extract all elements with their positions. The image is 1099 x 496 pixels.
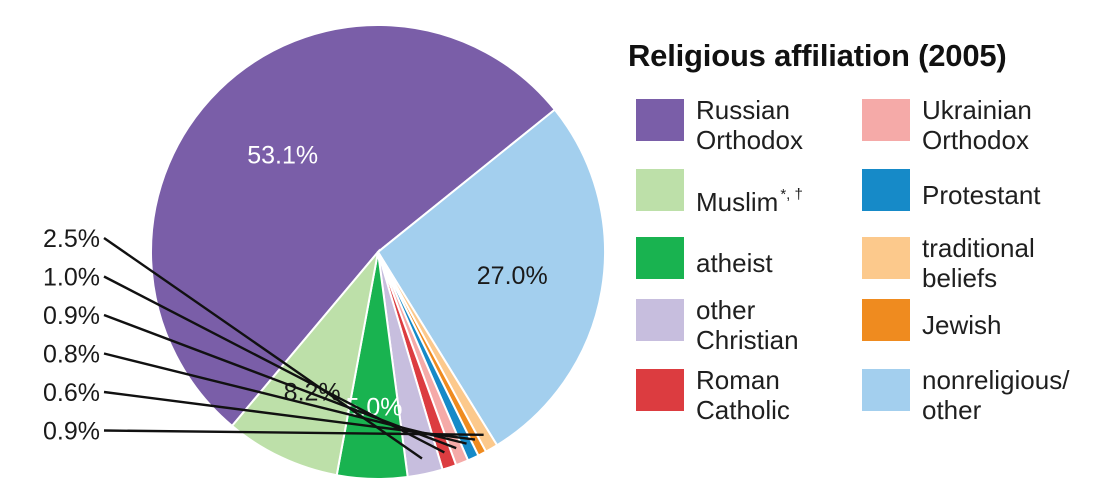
legend-swatch	[862, 99, 910, 141]
legend-item-atheist: atheist	[636, 233, 856, 279]
legend-item-roman-catholic: Roman Catholic	[636, 365, 856, 425]
legend-swatch	[636, 299, 684, 341]
legend-label: Protestant	[922, 180, 1041, 210]
legend-label: Muslim *, †	[696, 186, 803, 217]
pie-slice-nonreligious-other	[376, 108, 606, 447]
leader-line-jewish	[103, 390, 476, 441]
legend-label: other Christian	[696, 295, 799, 355]
leader-line-protestant	[103, 352, 467, 445]
data-label-roman-catholic: 1.0%	[43, 264, 100, 292]
data-label-nonreligious-other: 27.0%	[477, 262, 548, 290]
legend-item-protestant: Protestant	[862, 165, 1082, 211]
legend-label: atheist	[696, 248, 773, 278]
legend-item-nonreligious-other: nonreligious/other	[862, 365, 1082, 425]
legend-label: Jewish	[922, 310, 1002, 340]
pie-slice-muslim	[230, 248, 380, 477]
legend-label: nonreligious/other	[922, 365, 1070, 425]
legend-swatch	[862, 299, 910, 341]
data-label-russian-orthodox: 53.1%	[247, 142, 318, 170]
legend-footnote-marker: *, †	[780, 186, 803, 203]
legend-swatch	[862, 237, 910, 279]
leader-line-traditional-beliefs	[103, 429, 484, 436]
legend-swatch	[862, 369, 910, 411]
legend-swatch	[636, 237, 684, 279]
legend-swatch	[636, 169, 684, 211]
legend-item-russian-orthodox: Russian Orthodox	[636, 95, 856, 155]
data-label-protestant: 0.8%	[43, 341, 100, 369]
legend-item-traditional-beliefs: traditional beliefs	[862, 233, 1082, 293]
data-label-traditional-beliefs: 0.9%	[43, 418, 100, 446]
legend-label: traditional beliefs	[922, 233, 1035, 293]
legend-swatch	[862, 169, 910, 211]
legend-label: Roman Catholic	[696, 365, 790, 425]
legend-title: Religious affiliation (2005)	[628, 38, 1007, 73]
legend-item-other-christian: other Christian	[636, 295, 856, 355]
legend-label: Ukrainian Orthodox	[922, 95, 1032, 155]
data-label-jewish: 0.6%	[43, 379, 100, 407]
data-label-other-christian: 2.5%	[43, 225, 100, 253]
data-label-ukrainian-orthodox: 0.9%	[43, 302, 100, 330]
legend-item-ukrainian-orthodox: Ukrainian Orthodox	[862, 95, 1082, 155]
legend-item-muslim: Muslim *, †	[636, 165, 856, 217]
legend-item-jewish: Jewish	[862, 295, 1082, 341]
legend-swatch	[636, 369, 684, 411]
legend-label: Russian Orthodox	[696, 95, 803, 155]
leader-line-other-christian	[103, 237, 423, 460]
legend-swatch	[636, 99, 684, 141]
